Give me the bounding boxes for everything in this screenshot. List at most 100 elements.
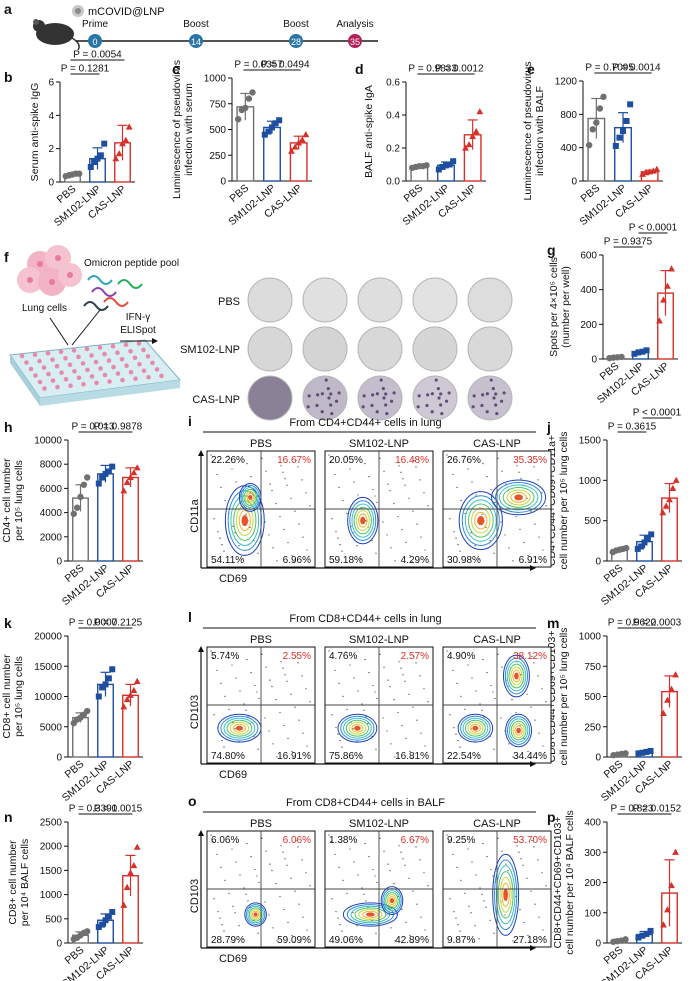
quadrant-percentage: 6.67% <box>401 835 429 846</box>
event-dot <box>497 457 499 459</box>
event-dot <box>497 653 499 655</box>
flow-group-label: SM102-LNP <box>349 438 409 450</box>
event-dot <box>404 864 406 866</box>
plate-well <box>137 362 142 367</box>
y-tick-label: 250 <box>584 722 601 733</box>
event-dot <box>368 856 370 858</box>
elispot-spot <box>315 403 319 408</box>
p-value-label: P = 0.0357 <box>234 60 283 71</box>
event-dot <box>376 881 378 884</box>
panel-label: n <box>4 809 13 825</box>
density-contour <box>499 876 512 913</box>
event-dot <box>460 695 462 697</box>
density-contour <box>506 660 527 692</box>
event-dot <box>282 667 284 669</box>
data-point <box>660 709 667 717</box>
density-contour <box>386 894 398 908</box>
event-dot <box>227 835 229 837</box>
density-contour <box>345 719 370 737</box>
event-dot <box>478 558 480 560</box>
event-dot <box>249 526 251 528</box>
event-dot <box>400 471 402 473</box>
event-dot <box>531 459 533 461</box>
plate-well <box>115 350 120 356</box>
y-arrow-head <box>198 646 204 652</box>
y-tick-label: 400 <box>580 285 597 296</box>
quadrant-percentage: 4.90% <box>447 651 475 662</box>
event-dot <box>515 515 517 518</box>
event-dot <box>309 885 311 887</box>
event-dot <box>386 730 388 732</box>
y-tick-label: 6000 <box>40 484 63 495</box>
y-axis-label: CD103 <box>189 879 201 913</box>
plate-well <box>50 378 56 383</box>
p-value-label: P = 0.2125 <box>94 618 143 629</box>
y-axis-label: infection with BALF <box>534 86 546 176</box>
y-tick-label: 0.4 <box>386 111 400 122</box>
event-dot <box>474 545 476 547</box>
event-dot <box>375 932 377 934</box>
panel-label: p <box>547 809 556 825</box>
event-dot <box>419 859 421 861</box>
event-dot <box>500 717 502 719</box>
data-point <box>660 921 667 928</box>
event-dot <box>261 457 263 459</box>
event-dot <box>542 929 544 931</box>
plate-well <box>76 375 82 381</box>
density-contour <box>252 910 260 919</box>
plate-well <box>32 352 38 357</box>
plate-well <box>71 348 77 353</box>
event-dot <box>360 754 362 756</box>
event-dot <box>409 934 411 937</box>
data-point <box>450 158 457 165</box>
plate-well <box>97 345 103 350</box>
event-dot <box>272 927 274 929</box>
elispot-spot <box>337 391 341 395</box>
plate-well <box>145 354 151 359</box>
data-point <box>125 123 133 130</box>
p-value-label: P = 0.3615 <box>608 422 657 433</box>
event-dot <box>405 541 407 544</box>
event-dot <box>360 558 362 560</box>
plate-well <box>128 369 134 375</box>
event-dot <box>448 656 450 659</box>
y-axis-label: CD8+ cell number <box>1 654 13 739</box>
elispot-spot <box>362 394 366 398</box>
event-dot <box>413 459 415 461</box>
event-dot <box>301 675 303 677</box>
event-dot <box>470 912 472 914</box>
event-dot <box>271 870 273 872</box>
density-contour <box>502 486 535 508</box>
density-contour <box>494 859 518 931</box>
event-dot <box>485 906 487 908</box>
elispot-spot <box>494 392 498 396</box>
p-value-label: P = 0.0003 <box>633 618 682 629</box>
event-dot <box>212 840 214 843</box>
event-dot <box>375 552 377 554</box>
event-dot <box>494 697 496 700</box>
event-dot <box>379 457 381 459</box>
event-dot <box>427 701 429 703</box>
plate-well <box>42 386 47 391</box>
data-point <box>109 909 116 916</box>
plate-well <box>102 372 108 378</box>
event-dot <box>272 743 274 745</box>
event-dot <box>383 666 385 668</box>
density-contour <box>383 890 401 912</box>
peptide-pool-icon <box>83 275 143 311</box>
event-dot <box>390 547 392 549</box>
y-tick-label: 400 <box>584 818 601 829</box>
event-dot <box>284 478 286 480</box>
event-dot <box>409 750 411 753</box>
event-dot <box>235 861 237 863</box>
data-point <box>465 141 473 148</box>
elispot-spot <box>480 403 484 408</box>
event-dot <box>401 908 403 911</box>
y-tick-label: 0 <box>595 557 601 568</box>
density-contour <box>235 725 243 731</box>
y-tick-label: 5000 <box>40 722 63 733</box>
event-dot <box>393 699 395 701</box>
quadrant-percentage: 35.35% <box>513 455 547 466</box>
density-contour <box>462 717 489 739</box>
data-point <box>647 747 654 754</box>
